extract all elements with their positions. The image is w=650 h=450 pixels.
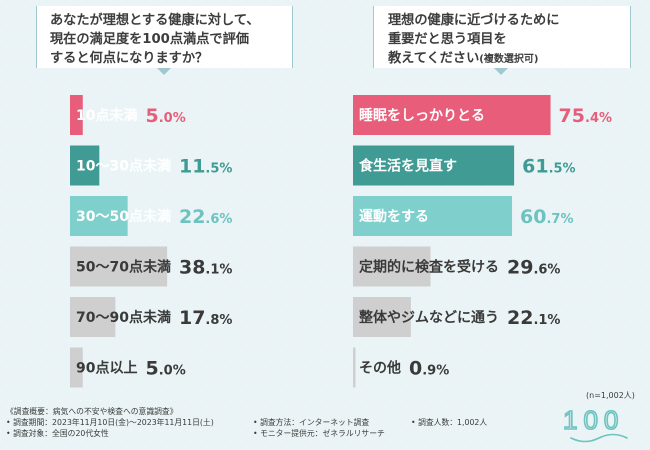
monitor-provider: • モニター提供元：ゼネラルリサーチ: [253, 429, 385, 438]
value-label: 60.7%: [520, 206, 573, 228]
bar: [70, 297, 116, 337]
category-label: 50〜70点未満: [76, 259, 171, 276]
value-integer: 17: [179, 307, 205, 329]
bar: [70, 95, 83, 135]
question-box-important-items: 理想の健康に近づけるために 重要だと思う項目を 教えてください(複数選択可): [373, 6, 631, 75]
category-label: 食生活を見直す: [359, 158, 457, 175]
value-label: 75.4%: [559, 105, 612, 127]
value-decimal: .7%: [546, 212, 573, 227]
value-decimal: .1%: [533, 313, 560, 328]
value-label: 61.5%: [522, 156, 575, 178]
bar: [353, 145, 515, 186]
value-decimal: .0%: [159, 111, 186, 126]
bar: [70, 246, 168, 287]
value-label: 29.6%: [507, 257, 560, 279]
logo-text: 100: [563, 405, 624, 435]
brand-logo: 100: [563, 405, 628, 443]
value-label: 0.9%: [409, 358, 449, 380]
value-label: 22.6%: [179, 206, 232, 228]
bar: [353, 246, 431, 287]
value-label: 5.0%: [145, 105, 185, 127]
question-pointer: [494, 68, 508, 75]
category-label: 30〜50点未満: [76, 208, 171, 225]
category-label: 90点以上: [76, 360, 137, 377]
value-decimal: .6%: [205, 212, 232, 227]
value-integer: 0: [409, 358, 422, 380]
bar: [353, 196, 513, 236]
value-integer: 11: [179, 156, 205, 178]
question-line-2: 現在の満足度を100点満点で評価: [50, 32, 249, 47]
survey-period: • 調査期間：2023年11月10日(金)〜2023年11月11日(土): [6, 418, 214, 427]
category-label: 整体やジムなどに通う: [358, 309, 499, 326]
category-label: 定期的に検査を受ける: [359, 259, 499, 276]
category-label: その他: [359, 360, 401, 377]
logo-wave: [570, 433, 628, 443]
value-decimal: .4%: [585, 111, 612, 126]
value-decimal: .5%: [205, 162, 232, 177]
value-integer: 22: [179, 206, 205, 228]
bar: [353, 297, 411, 337]
question-line-3: すると何点になりますか？: [50, 51, 209, 66]
value-integer: 5: [145, 105, 158, 127]
value-label: 11.5%: [179, 156, 232, 178]
bar: [70, 347, 83, 388]
value-decimal: .5%: [549, 162, 576, 177]
value-decimal: .8%: [205, 313, 232, 328]
value-integer: 5: [145, 358, 158, 380]
value-label: 22.1%: [507, 307, 560, 329]
question-pointer: [157, 68, 171, 75]
category-label: 70〜90点未満: [76, 309, 171, 326]
bar: [70, 196, 128, 236]
value-decimal: .6%: [533, 263, 560, 278]
question-line-3: 教えてください: [388, 51, 480, 66]
category-label: 10点未満: [76, 107, 137, 124]
survey-method: • 調査方法：インターネット調査: [253, 418, 370, 427]
question-note: (複数選択可): [479, 54, 539, 65]
question-line-1: あなたが理想とする健康に対して、: [50, 13, 260, 28]
value-label: 17.8%: [179, 307, 232, 329]
sample-size-note: (n=1,002人): [586, 391, 635, 400]
survey-overview: 《調査概要：病気への不安や検査への意識調査》: [6, 407, 178, 416]
bar: [353, 95, 551, 135]
value-label: 38.1%: [179, 257, 232, 279]
value-integer: 22: [507, 307, 533, 329]
question-line-1: 理想の健康に近づけるために: [388, 13, 560, 28]
value-decimal: .1%: [205, 263, 232, 278]
category-label: 睡眠をしっかりとる: [359, 108, 485, 124]
category-label: 10〜30点未満: [76, 158, 171, 175]
value-integer: 61: [522, 156, 548, 178]
bar: [353, 347, 356, 388]
bar: [70, 145, 100, 186]
value-integer: 75: [559, 105, 585, 127]
value-decimal: .9%: [422, 364, 449, 379]
value-label: 5.0%: [145, 358, 185, 380]
survey-count: • 調査人数：1,002人: [411, 418, 488, 427]
survey-target: • 調査対象：全国の20代女性: [6, 429, 109, 438]
value-decimal: .0%: [159, 364, 186, 379]
category-label: 運動をする: [359, 208, 429, 225]
value-integer: 60: [520, 206, 546, 228]
question-line-2: 重要だと思う項目を: [388, 32, 507, 47]
question-box-satisfaction: あなたが理想とする健康に対して、 現在の満足度を100点満点で評価 すると何点に…: [36, 6, 293, 75]
value-integer: 29: [507, 257, 533, 279]
value-integer: 38: [179, 257, 205, 279]
